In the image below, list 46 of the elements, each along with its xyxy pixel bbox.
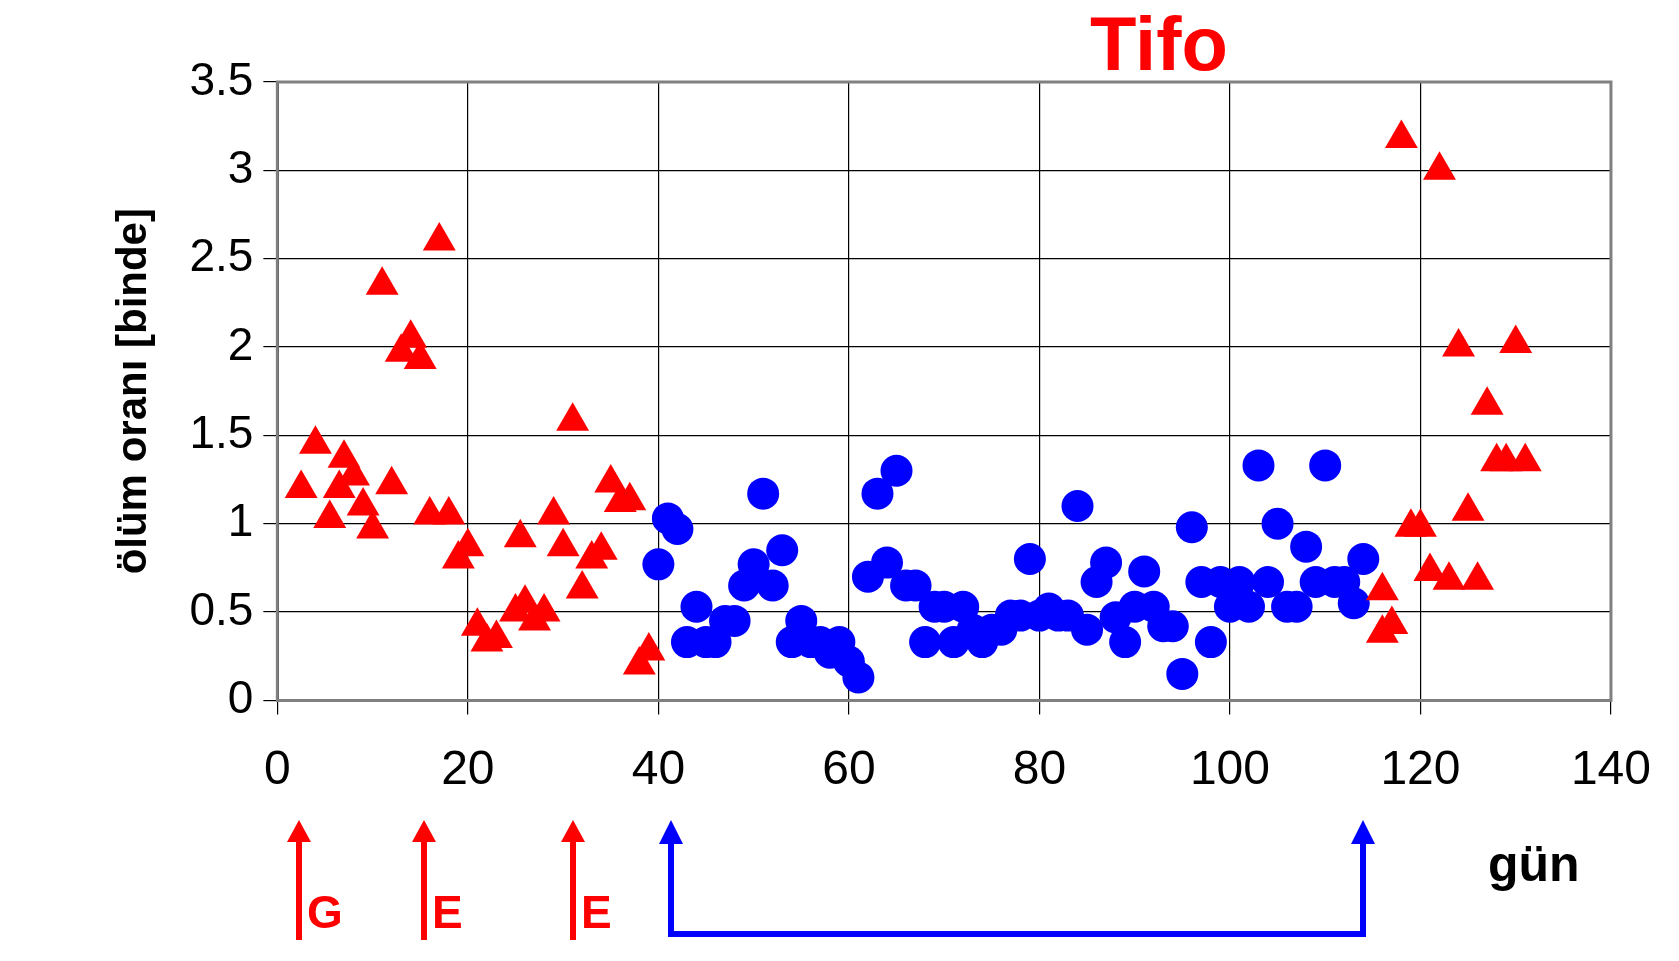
x-tick-label: 60 xyxy=(822,741,876,795)
text: E xyxy=(432,885,463,939)
point xyxy=(1442,328,1475,357)
x-axis-title: gün xyxy=(1488,835,1580,893)
point xyxy=(546,527,580,557)
point xyxy=(1461,561,1495,590)
x-tick-label: 20 xyxy=(441,741,495,795)
y-tick-label: 1.5 xyxy=(189,406,254,459)
point xyxy=(556,402,590,431)
point xyxy=(313,499,347,528)
y-tick-label: 0 xyxy=(227,671,254,724)
y-tick-label: 0.5 xyxy=(189,582,254,635)
point xyxy=(1508,442,1542,472)
point xyxy=(537,495,571,525)
point xyxy=(1470,386,1504,415)
y-tick-label: 3.5 xyxy=(189,52,254,105)
x-tick-label: 100 xyxy=(1189,741,1270,795)
x-tick-label: 0 xyxy=(263,741,291,795)
x-tick-label: 80 xyxy=(1012,741,1067,795)
point xyxy=(1432,561,1466,590)
point xyxy=(432,495,466,525)
y-tick-label: 3 xyxy=(227,141,254,194)
text: G xyxy=(307,885,343,939)
x-tick-label: 140 xyxy=(1570,741,1651,795)
text: E xyxy=(581,885,612,939)
point xyxy=(365,266,399,295)
point xyxy=(422,222,456,251)
point xyxy=(1451,492,1485,521)
x-tick-label: 120 xyxy=(1380,741,1461,795)
y-tick-label: 1 xyxy=(227,494,254,547)
point xyxy=(1403,508,1437,537)
point xyxy=(503,518,537,548)
y-tick-label: 2 xyxy=(227,317,254,370)
point xyxy=(565,570,599,599)
point xyxy=(375,465,409,495)
chart-title: Tifo xyxy=(1090,0,1228,87)
y-tick-label: 2.5 xyxy=(189,229,254,282)
point xyxy=(1423,151,1456,180)
point xyxy=(299,425,332,454)
point xyxy=(1499,324,1533,353)
point xyxy=(1365,571,1399,601)
x-tick-label: 40 xyxy=(631,741,686,795)
point xyxy=(346,487,380,516)
y-axis-title: ölüm oranı [binde] xyxy=(107,208,155,575)
point xyxy=(1384,119,1418,149)
point xyxy=(284,469,318,498)
